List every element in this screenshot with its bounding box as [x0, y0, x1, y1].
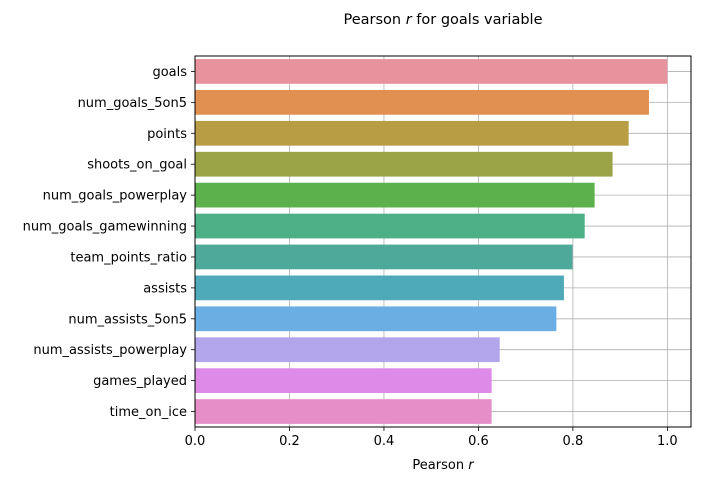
x-tick-label: 0.0 — [185, 434, 206, 449]
y-tick-label: games_played — [93, 374, 187, 389]
bar-points — [195, 120, 629, 146]
bar-num-goals-5on5 — [195, 90, 649, 115]
y-tick-label: team_points_ratio — [70, 250, 187, 265]
chart-title: Pearson r for goals variable — [343, 12, 542, 28]
x-tick-label: 0.4 — [374, 434, 395, 449]
y-tick-label: num_goals_gamewinning — [23, 220, 187, 235]
x-tick-label: 0.2 — [279, 434, 300, 449]
bar-shoots-on-goal — [195, 151, 613, 177]
bar-assists — [195, 275, 564, 301]
x-tick-label: 0.6 — [468, 434, 489, 449]
x-tick-label: 0.8 — [563, 434, 584, 449]
bar-num-assists-powerplay — [195, 337, 500, 363]
bar-team-points-ratio — [195, 244, 573, 270]
x-tick-label: 1.0 — [657, 434, 678, 449]
y-tick-label: num_goals_5on5 — [78, 96, 187, 111]
bars — [195, 59, 668, 424]
x-axis-label: Pearson r — [412, 458, 475, 473]
y-tick-label: num_goals_powerplay — [43, 189, 188, 204]
bar-num-assists-5on5 — [195, 306, 557, 332]
y-tick-label: time_on_ice — [110, 405, 187, 420]
y-tick-label: shoots_on_goal — [87, 158, 187, 173]
y-tick-label: points — [147, 127, 187, 142]
bar-goals — [195, 59, 668, 84]
y-tick-label: assists — [143, 281, 187, 296]
bar-games-played — [195, 368, 492, 393]
plot-frame — [194, 55, 692, 428]
y-tick-label: goals — [152, 65, 187, 80]
x-axis: 0.0 0.2 0.4 0.6 0.8 1.0 — [185, 427, 678, 449]
y-tick-label: num_assists_5on5 — [68, 312, 187, 327]
bar-num-goals-gamewinning — [195, 213, 585, 239]
y-tick-label: num_assists_powerplay — [33, 343, 187, 358]
bar-time-on-ice — [195, 399, 492, 424]
bar-num-goals-powerplay — [195, 182, 595, 208]
